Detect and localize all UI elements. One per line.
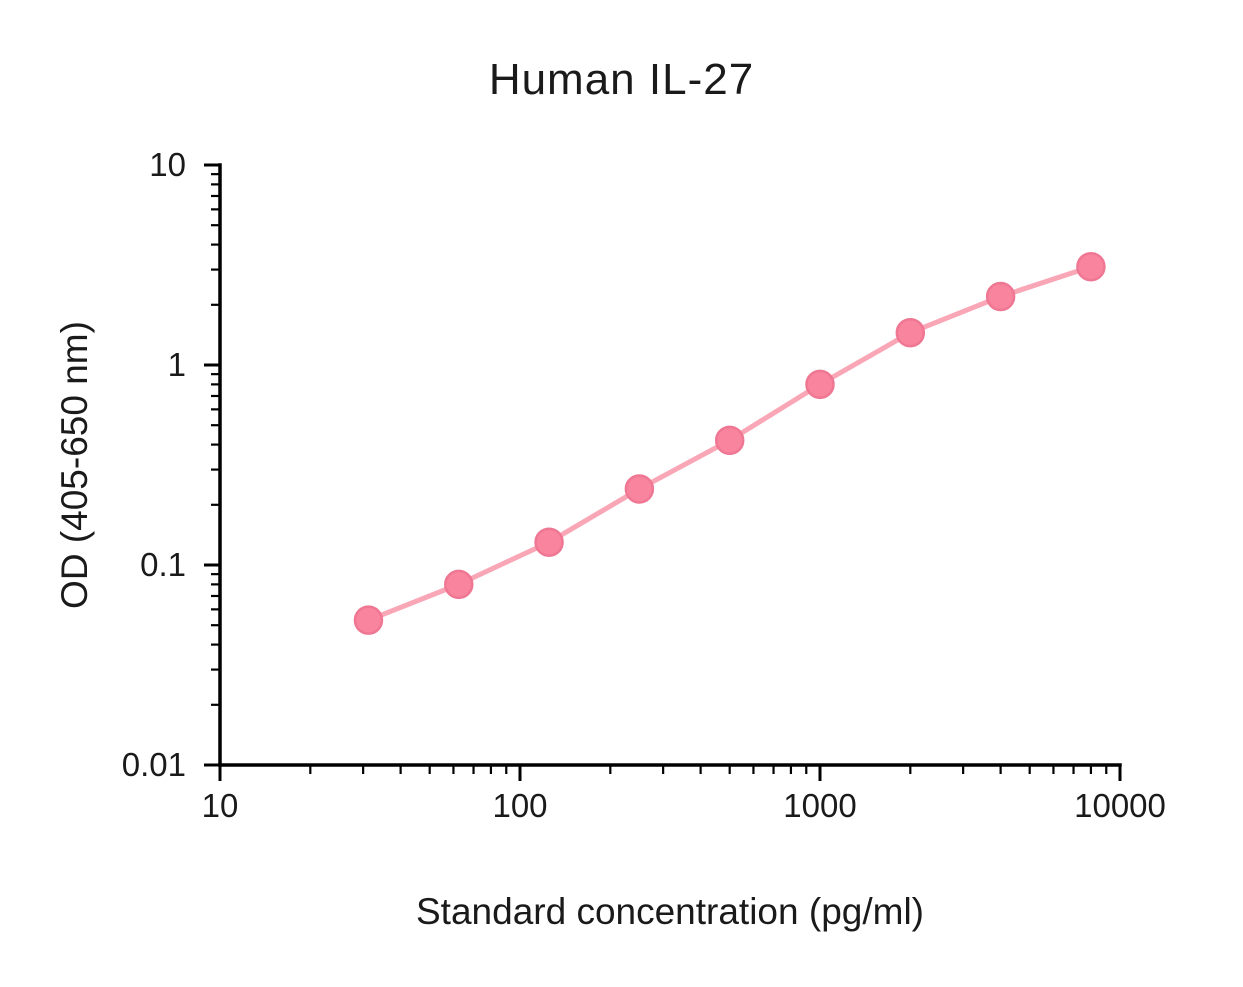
x-tick-label: 100 xyxy=(492,787,547,824)
y-tick-label: 0.01 xyxy=(122,746,186,783)
x-tick-label: 10 xyxy=(202,787,239,824)
x-tick-label: 10000 xyxy=(1074,787,1166,824)
data-point xyxy=(534,527,564,557)
data-point xyxy=(444,569,474,600)
data-point xyxy=(805,369,835,400)
data-point xyxy=(1076,251,1106,282)
x-axis-label: Standard concentration (pg/ml) xyxy=(416,891,924,932)
data-point xyxy=(624,474,655,504)
y-tick-label: 1 xyxy=(168,346,186,383)
data-point xyxy=(985,281,1016,312)
data-point xyxy=(714,425,745,456)
y-tick-label: 10 xyxy=(149,146,186,183)
data-point xyxy=(353,605,384,635)
y-axis-label: OD (405-650 nm) xyxy=(54,321,95,609)
x-tick-label: 1000 xyxy=(783,787,856,824)
chart-title: Human IL-27 xyxy=(488,55,755,104)
data-point xyxy=(895,317,926,348)
y-tick-label: 0.1 xyxy=(140,546,186,583)
